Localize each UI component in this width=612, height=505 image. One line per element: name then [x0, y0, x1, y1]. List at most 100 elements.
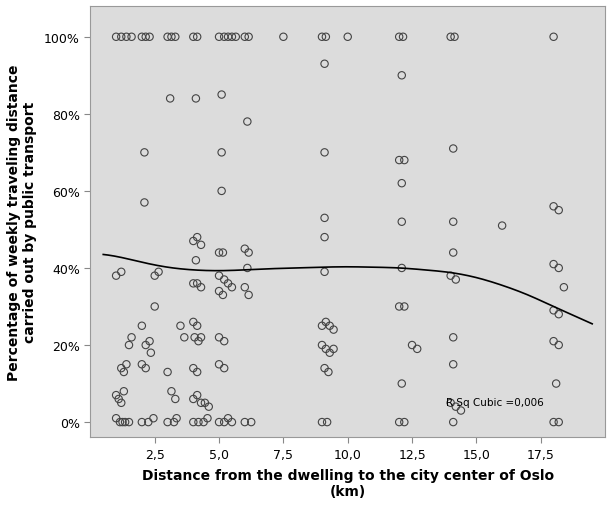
- Y-axis label: Percentage of weekly traveling distance
carried out by public transport: Percentage of weekly traveling distance …: [7, 64, 37, 380]
- Point: [242, 265, 252, 273]
- Point: [446, 34, 455, 42]
- Point: [111, 415, 121, 423]
- Point: [394, 157, 404, 165]
- Point: [163, 34, 173, 42]
- Point: [244, 34, 253, 42]
- Point: [394, 34, 404, 42]
- Point: [219, 418, 229, 426]
- Point: [317, 418, 327, 426]
- Point: [394, 303, 404, 311]
- Point: [188, 280, 198, 288]
- Point: [559, 284, 569, 292]
- Point: [214, 287, 224, 295]
- Point: [223, 34, 233, 42]
- Point: [449, 145, 458, 153]
- Point: [137, 322, 147, 330]
- Point: [116, 399, 126, 407]
- Point: [400, 418, 409, 426]
- Point: [549, 203, 559, 211]
- Point: [217, 149, 226, 157]
- Point: [450, 34, 460, 42]
- Point: [118, 418, 127, 426]
- Point: [111, 34, 121, 42]
- Point: [244, 249, 253, 257]
- Point: [170, 34, 180, 42]
- Text: R Sq Cubic =0,006: R Sq Cubic =0,006: [446, 397, 543, 407]
- Point: [170, 395, 180, 403]
- Point: [319, 365, 329, 373]
- Point: [188, 34, 198, 42]
- Point: [240, 418, 250, 426]
- Point: [124, 418, 134, 426]
- Point: [214, 334, 224, 342]
- Point: [150, 272, 160, 280]
- Point: [554, 207, 564, 215]
- Point: [111, 272, 121, 280]
- Point: [188, 365, 198, 373]
- Point: [124, 341, 134, 349]
- Point: [325, 349, 335, 357]
- Point: [127, 34, 136, 42]
- Point: [166, 387, 176, 395]
- Point: [400, 157, 409, 165]
- Point: [214, 361, 224, 369]
- Point: [218, 249, 228, 257]
- Point: [217, 187, 226, 195]
- Point: [192, 391, 202, 399]
- Point: [549, 418, 559, 426]
- Point: [325, 322, 335, 330]
- Point: [140, 199, 149, 207]
- Point: [141, 341, 151, 349]
- Point: [196, 399, 206, 407]
- Point: [554, 311, 564, 319]
- Point: [449, 218, 458, 226]
- Point: [172, 415, 182, 423]
- X-axis label: Distance from the dwelling to the city center of Oslo
(km): Distance from the dwelling to the city c…: [141, 468, 554, 498]
- Point: [451, 403, 461, 411]
- Point: [321, 34, 330, 42]
- Point: [163, 368, 173, 376]
- Point: [446, 272, 455, 280]
- Point: [240, 284, 250, 292]
- Point: [227, 418, 237, 426]
- Point: [551, 380, 561, 388]
- Point: [329, 326, 338, 334]
- Point: [449, 334, 458, 342]
- Point: [397, 265, 406, 273]
- Point: [166, 34, 176, 42]
- Point: [446, 399, 455, 407]
- Point: [122, 34, 132, 42]
- Point: [549, 307, 559, 315]
- Point: [141, 365, 151, 373]
- Point: [169, 418, 179, 426]
- Point: [193, 418, 203, 426]
- Point: [240, 245, 250, 253]
- Point: [456, 407, 466, 415]
- Point: [111, 391, 121, 399]
- Point: [317, 34, 327, 42]
- Point: [554, 265, 564, 273]
- Point: [497, 222, 507, 230]
- Point: [127, 334, 136, 342]
- Point: [137, 361, 147, 369]
- Point: [199, 418, 209, 426]
- Point: [449, 361, 458, 369]
- Point: [122, 361, 132, 369]
- Point: [196, 334, 206, 342]
- Point: [343, 34, 353, 42]
- Point: [143, 418, 153, 426]
- Point: [549, 337, 559, 345]
- Point: [116, 34, 126, 42]
- Point: [149, 415, 159, 423]
- Point: [549, 261, 559, 269]
- Point: [321, 345, 330, 353]
- Point: [114, 395, 124, 403]
- Point: [317, 322, 327, 330]
- Point: [449, 249, 458, 257]
- Point: [246, 418, 256, 426]
- Point: [400, 303, 409, 311]
- Point: [449, 418, 458, 426]
- Point: [165, 95, 175, 103]
- Point: [554, 418, 564, 426]
- Point: [278, 34, 288, 42]
